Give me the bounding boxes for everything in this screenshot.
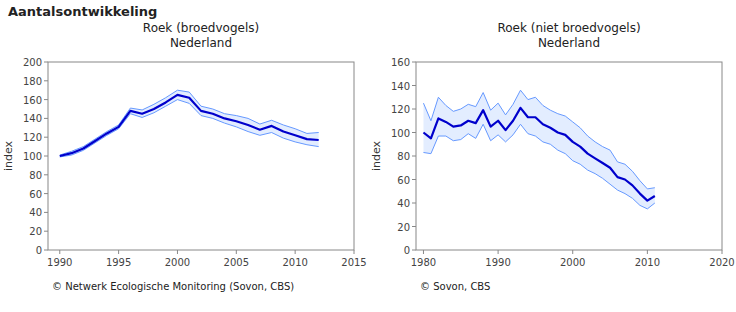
data-area [423, 90, 654, 209]
copyright: © Netwerk Ecologische Monitoring (Sovon,… [52, 281, 294, 292]
x-tick [498, 250, 499, 254]
panel-title: Roek (broedvogels)Nederland [143, 21, 259, 50]
y-tick-label: 160 [391, 57, 410, 68]
y-tick-label: 20 [29, 226, 42, 237]
y-tick [412, 250, 416, 251]
title-line: Nederland [538, 36, 600, 50]
y-tick-label: 0 [36, 245, 42, 256]
ci-band [60, 90, 319, 157]
panel: Roek (broedvogels)Nederland index 0 20 40 60 8… [2, 21, 367, 292]
y-tick-label: 100 [391, 128, 410, 139]
x-tick [59, 250, 60, 254]
y-tick-label: 120 [391, 104, 410, 115]
y-tick [412, 62, 416, 63]
index-line [423, 108, 654, 201]
y-tick-label: 160 [23, 95, 42, 106]
x-tick-label: 1995 [106, 257, 131, 268]
x-tick-label: 2015 [341, 257, 366, 268]
x-tick [236, 250, 237, 254]
y-tick [412, 132, 416, 133]
title-line: Nederland [170, 36, 232, 50]
ci-high-line [60, 90, 319, 155]
y-tick [412, 109, 416, 110]
panel: Roek (niet broedvogels)Nederland index 0 20… [370, 21, 735, 292]
y-tick-label: 40 [397, 198, 410, 209]
y-tick [44, 99, 48, 100]
y-tick-label: 60 [29, 189, 42, 200]
x-tick [423, 250, 424, 254]
y-tick-label: 80 [397, 151, 410, 162]
x-tick [295, 250, 296, 254]
y-tick [412, 179, 416, 180]
y-tick [44, 62, 48, 63]
panel-title: Roek (niet broedvogels)Nederland [497, 21, 640, 50]
y-tick [44, 118, 48, 119]
y-axis-label: index [2, 140, 15, 171]
ci-high-line [423, 90, 654, 189]
x-tick [572, 250, 573, 254]
y-tick [412, 156, 416, 157]
y-tick-label: 100 [23, 151, 42, 162]
y-tick-label: 200 [23, 57, 42, 68]
main-title: Aantalsontwikkeling [8, 4, 157, 19]
x-tick [354, 250, 355, 254]
index-line [60, 95, 319, 156]
x-tick-label: 2000 [560, 257, 585, 268]
y-axis-label: index [370, 140, 383, 171]
x-tick-label: 1990 [47, 257, 72, 268]
x-tick-label: 1990 [485, 257, 510, 268]
x-tick [118, 250, 119, 254]
x-tick [177, 250, 178, 254]
y-tick [412, 226, 416, 227]
title-line: Roek (niet broedvogels) [497, 21, 640, 35]
x-tick-label: 2020 [709, 257, 734, 268]
y-tick-label: 140 [391, 81, 410, 92]
y-tick [44, 156, 48, 157]
data-area [60, 90, 319, 157]
y-tick [44, 193, 48, 194]
y-tick [412, 85, 416, 86]
y-tick [44, 137, 48, 138]
plot-frame [48, 62, 354, 250]
x-tick [722, 250, 723, 254]
y-tick [44, 212, 48, 213]
copyright: © Sovon, CBS [420, 281, 490, 292]
title-line: Roek (broedvogels) [143, 21, 259, 35]
y-tick-label: 120 [23, 132, 42, 143]
chart-root: AantalsontwikkelingRoek (broedvogels)Ned… [0, 0, 736, 312]
plot-frame [416, 62, 722, 250]
y-tick [412, 203, 416, 204]
x-tick-label: 2010 [635, 257, 660, 268]
ci-band [423, 90, 654, 209]
ci-low-line [423, 124, 654, 209]
y-tick-label: 40 [29, 207, 42, 218]
x-tick-label: 1980 [411, 257, 436, 268]
y-tick [44, 231, 48, 232]
y-tick-label: 80 [29, 170, 42, 181]
y-tick-label: 0 [404, 245, 410, 256]
x-tick-label: 2000 [165, 257, 190, 268]
x-tick [647, 250, 648, 254]
ci-low-line [60, 100, 319, 157]
x-tick-label: 2005 [224, 257, 249, 268]
y-tick-label: 180 [23, 76, 42, 87]
y-tick-label: 140 [23, 113, 42, 124]
y-tick [44, 250, 48, 251]
y-tick-label: 20 [397, 222, 410, 233]
y-tick [44, 80, 48, 81]
y-tick [44, 174, 48, 175]
x-tick-label: 2010 [282, 257, 307, 268]
y-tick-label: 60 [397, 175, 410, 186]
